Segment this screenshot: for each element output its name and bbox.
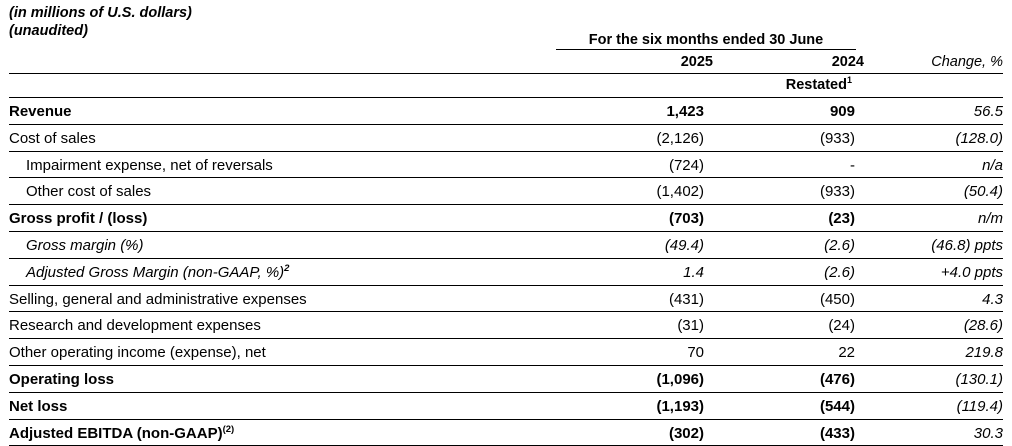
restated-text: Restated: [785, 77, 847, 93]
value-2024: (24): [828, 317, 855, 335]
row-label: Adjusted Gross Margin (non-GAAP, %)2: [26, 260, 289, 285]
value-change: n/a: [982, 156, 1003, 174]
value-2024: (933): [819, 183, 855, 201]
table-row-cost-of-sales: Cost of sales (2,126) (933) (128.0): [9, 125, 1003, 152]
footnote-marker: 2: [284, 262, 290, 274]
row-label-text: Adjusted EBITDA (non-GAAP): [9, 424, 223, 442]
value-2025: 1.4: [683, 263, 704, 281]
table-row-adjusted-gross-margin: Adjusted Gross Margin (non-GAAP, %)2 1.4…: [9, 259, 1003, 286]
value-change: (128.0): [955, 129, 1003, 147]
footnote-marker: 1: [846, 75, 852, 85]
value-change: (119.4): [956, 397, 1003, 415]
row-label: Selling, general and administrative expe…: [9, 290, 307, 308]
value-change: +4.0 ppts: [940, 263, 1003, 281]
row-label: Other cost of sales: [26, 183, 152, 201]
column-header-change: Change, %: [931, 54, 1003, 70]
row-label: Adjusted EBITDA (non-GAAP)(2): [9, 421, 234, 446]
value-2025: (1,193): [656, 397, 704, 415]
table-row-other-cost-of-sales: Other cost of sales (1,402) (933) (50.4): [9, 178, 1003, 206]
value-change: n/m: [977, 210, 1003, 228]
row-label: Operating loss: [9, 370, 115, 388]
row-label: Impairment expense, net of reversals: [26, 156, 273, 174]
row-label: Gross margin (%): [26, 236, 144, 254]
value-2025: (431): [668, 290, 704, 308]
units-line: (in millions of U.S. dollars): [9, 5, 192, 21]
value-2025: (302): [668, 424, 704, 442]
value-2024: (2.6): [824, 236, 855, 254]
footnote-marker: (2): [222, 423, 235, 435]
table-row-revenue: Revenue 1,423 909 56.5: [9, 98, 1003, 125]
unaudited-line: (unaudited): [9, 23, 88, 39]
value-2024: 909: [829, 103, 855, 120]
value-2025: (2,126): [656, 129, 704, 147]
value-2024: (476): [819, 370, 855, 388]
value-2025: (49.4): [664, 236, 704, 254]
period-heading: For the six months ended 30 June: [588, 32, 824, 48]
value-change: (28.6): [963, 317, 1003, 335]
value-2024: (933): [819, 129, 855, 147]
value-2025: 70: [687, 344, 704, 362]
restated-label: Restated1: [786, 76, 852, 94]
value-2024: (433): [819, 424, 855, 442]
value-2024: 22: [838, 344, 855, 362]
header-rule: [9, 73, 1003, 74]
value-change: 4.3: [982, 290, 1003, 308]
value-2024: -: [850, 156, 855, 174]
table-row-impairment: Impairment expense, net of reversals (72…: [9, 152, 1003, 179]
table-row-adjusted-ebitda: Adjusted EBITDA (non-GAAP)(2) (302) (433…: [9, 420, 1003, 446]
table-row-other-operating-income: Other operating income (expense), net 70…: [9, 339, 1003, 366]
value-2025: (724): [668, 156, 704, 174]
table-row-net-loss: Net loss (1,193) (544) (119.4): [9, 393, 1003, 420]
value-2025: (1,096): [656, 370, 704, 388]
value-2025: (1,402): [656, 183, 704, 201]
financial-table: Revenue 1,423 909 56.5 Cost of sales (2,…: [9, 97, 1003, 446]
row-label: Other operating income (expense), net: [9, 344, 266, 362]
row-label: Gross profit / (loss): [9, 210, 148, 228]
period-rule: [556, 49, 856, 50]
value-2024: (544): [819, 397, 855, 415]
row-label: Research and development expenses: [9, 317, 261, 335]
row-label: Net loss: [9, 397, 68, 415]
value-change: 30.3: [973, 424, 1003, 442]
row-label: Cost of sales: [9, 129, 96, 147]
value-2024: (2.6): [824, 263, 855, 281]
units-caption: (in millions of U.S. dollars) (unaudited…: [9, 4, 192, 40]
value-change: (50.4): [963, 183, 1003, 201]
table-row-gross-margin: Gross margin (%) (49.4) (2.6) (46.8) ppt…: [9, 232, 1003, 259]
value-2025: 1,423: [666, 103, 704, 120]
value-change: 56.5: [973, 103, 1003, 120]
table-row-sga: Selling, general and administrative expe…: [9, 286, 1003, 313]
row-label-text: Adjusted Gross Margin (non-GAAP, %): [26, 263, 285, 281]
value-2024: (23): [828, 210, 855, 228]
row-label: Revenue: [9, 103, 72, 120]
column-header-2025: 2025: [680, 54, 713, 70]
value-change: 219.8: [965, 344, 1003, 362]
table-row-operating-loss: Operating loss (1,096) (476) (130.1): [9, 366, 1003, 393]
table-row-rnd: Research and development expenses (31) (…: [9, 312, 1003, 340]
column-header-2024: 2024: [831, 54, 864, 70]
value-2025: (703): [668, 210, 704, 228]
value-change: (46.8) ppts: [931, 236, 1003, 254]
value-2025: (31): [677, 317, 704, 335]
table-row-gross-profit: Gross profit / (loss) (703) (23) n/m: [9, 205, 1003, 232]
value-change: (130.1): [955, 370, 1003, 388]
value-2024: (450): [819, 290, 855, 308]
